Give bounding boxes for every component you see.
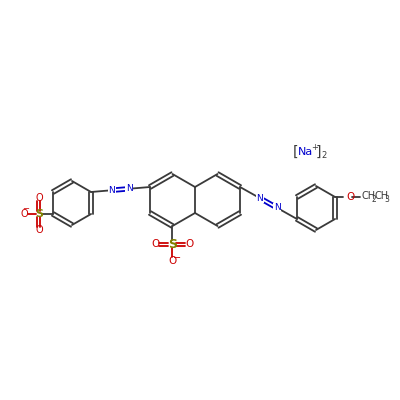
Text: −: − (22, 204, 30, 214)
Text: CH: CH (374, 191, 388, 201)
Text: N: N (274, 203, 280, 212)
Text: O: O (20, 209, 28, 219)
Text: ]: ] (316, 145, 322, 159)
Text: 3: 3 (384, 194, 389, 204)
Text: N: N (108, 186, 115, 195)
Text: Na: Na (298, 147, 313, 157)
Text: O: O (35, 193, 43, 203)
Text: O: O (35, 225, 43, 235)
Text: CH: CH (361, 191, 375, 201)
Text: O: O (151, 239, 160, 249)
Text: O: O (185, 239, 194, 249)
Text: 2: 2 (321, 152, 326, 160)
Text: N: N (256, 194, 263, 203)
Text: +: + (311, 144, 318, 152)
Text: O: O (346, 192, 354, 202)
Text: O: O (168, 256, 177, 266)
Text: [: [ (293, 145, 298, 159)
Text: 2: 2 (371, 194, 376, 204)
Text: S: S (168, 238, 177, 250)
Text: −: − (174, 253, 182, 263)
Text: S: S (35, 209, 43, 219)
Text: N: N (126, 184, 133, 193)
